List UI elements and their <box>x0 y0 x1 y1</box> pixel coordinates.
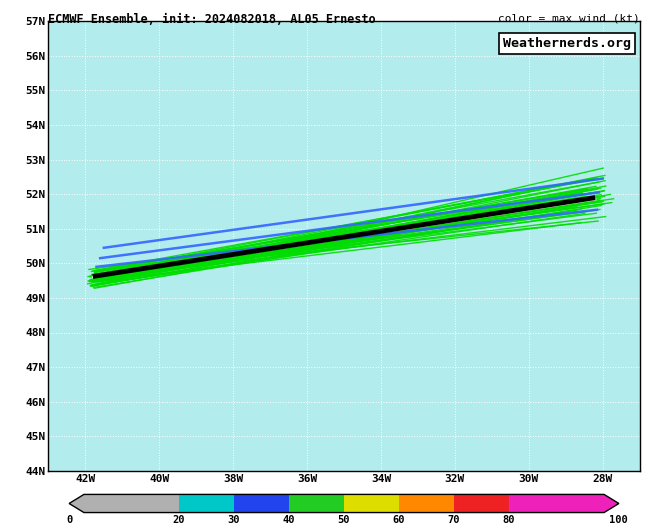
Polygon shape <box>399 494 454 512</box>
Polygon shape <box>454 494 509 512</box>
Text: Weathernerds.org: Weathernerds.org <box>503 37 630 50</box>
Text: 0: 0 <box>66 515 72 525</box>
Text: 20: 20 <box>173 515 185 525</box>
Text: ECMWF Ensemble, init: 2024082018, AL05 Ernesto: ECMWF Ensemble, init: 2024082018, AL05 E… <box>48 13 376 26</box>
Polygon shape <box>234 494 289 512</box>
Text: 80: 80 <box>503 515 515 525</box>
Polygon shape <box>289 494 344 512</box>
Polygon shape <box>509 494 619 512</box>
Polygon shape <box>69 494 179 512</box>
Text: 60: 60 <box>393 515 405 525</box>
Polygon shape <box>344 494 399 512</box>
Text: 40: 40 <box>283 515 295 525</box>
Polygon shape <box>179 494 234 512</box>
Text: color = max wind (kt): color = max wind (kt) <box>498 13 640 23</box>
Text: 30: 30 <box>228 515 240 525</box>
Text: 100: 100 <box>609 515 628 525</box>
Text: 50: 50 <box>338 515 350 525</box>
Text: 70: 70 <box>448 515 460 525</box>
